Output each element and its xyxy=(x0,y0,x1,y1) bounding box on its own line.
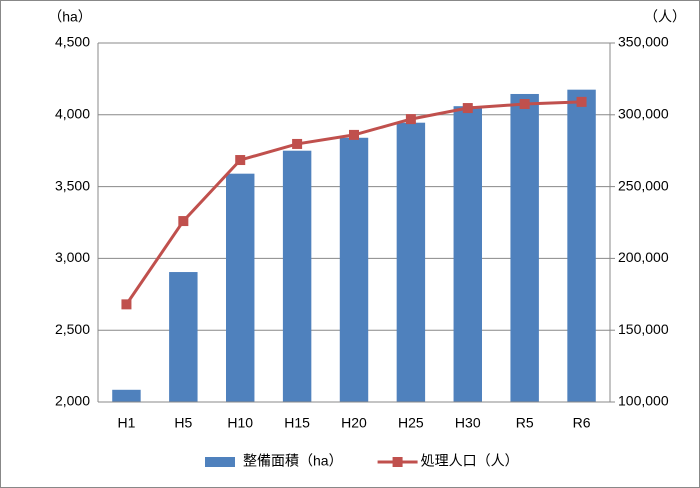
bar xyxy=(282,150,312,402)
y2-tick-label: 200,000 xyxy=(618,249,669,265)
x-tick-label: H1 xyxy=(117,415,135,431)
x-tick-label: H10 xyxy=(227,415,253,431)
x-tick-label: H30 xyxy=(455,415,481,431)
y-tick-label: 2,500 xyxy=(55,321,90,337)
marker xyxy=(178,216,189,227)
y2-axis-label: （人） xyxy=(644,9,686,25)
marker xyxy=(576,96,587,107)
legend-swatch xyxy=(392,457,403,467)
bar xyxy=(510,93,539,402)
y2-tick-label: 250,000 xyxy=(618,177,669,193)
legend-swatch xyxy=(205,457,235,467)
x-tick-label: H25 xyxy=(398,415,424,431)
marker xyxy=(462,103,473,114)
x-tick-label: H15 xyxy=(284,415,310,431)
legend-label: 処理人口（人） xyxy=(421,453,519,469)
y2-tick-label: 350,000 xyxy=(618,34,669,50)
legend-label: 整備面積（ha） xyxy=(243,453,343,469)
y-axis-label: （ha） xyxy=(48,9,92,25)
y-tick-label: 4,000 xyxy=(55,106,90,122)
bar xyxy=(112,389,141,402)
y-tick-label: 4,500 xyxy=(55,34,90,50)
marker xyxy=(235,155,246,166)
marker xyxy=(519,99,530,110)
y2-tick-label: 100,000 xyxy=(618,393,669,409)
x-tick-label: R6 xyxy=(573,415,591,431)
marker xyxy=(292,138,303,149)
x-tick-label: R5 xyxy=(516,415,534,431)
marker xyxy=(405,114,416,125)
x-tick-label: H5 xyxy=(174,415,192,431)
bar xyxy=(396,122,426,402)
bar xyxy=(339,137,369,402)
x-tick-label: H20 xyxy=(341,415,367,431)
marker xyxy=(349,129,359,140)
bar xyxy=(567,89,596,403)
bar xyxy=(453,106,482,403)
y2-tick-label: 300,000 xyxy=(618,106,669,122)
y-tick-label: 2,000 xyxy=(55,393,90,409)
bar xyxy=(226,173,255,402)
y2-tick-label: 150,000 xyxy=(618,321,669,337)
bar xyxy=(169,272,198,402)
y-tick-label: 3,000 xyxy=(55,249,90,265)
marker xyxy=(121,299,132,310)
y-tick-label: 3,500 xyxy=(55,177,90,193)
